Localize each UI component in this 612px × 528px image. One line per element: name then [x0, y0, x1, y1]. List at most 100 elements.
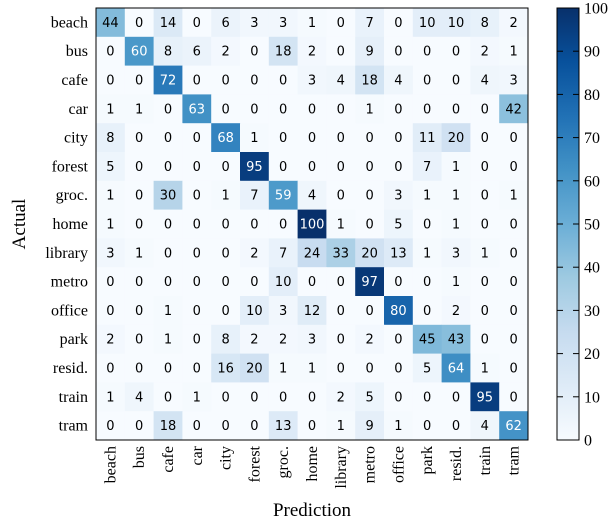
x-tick-labels: beach bus cafe car city forest groc. home librar… — [102, 445, 522, 488]
heatmap-cell — [384, 123, 414, 153]
cell-value-label: 0 — [337, 160, 345, 175]
cell-value-label: 60 — [131, 45, 148, 60]
heatmap-cell — [499, 180, 529, 210]
heatmap-cell — [124, 180, 154, 210]
cell-value-label: 1 — [164, 304, 172, 319]
cell-value-label: 30 — [160, 189, 177, 204]
cell-value-label: 3 — [509, 74, 517, 89]
heatmap-cell — [153, 411, 183, 441]
y-axis-label: Actual — [9, 199, 30, 250]
cell-value-label: 0 — [279, 74, 287, 89]
heatmap-cell — [441, 238, 471, 268]
heatmap-cell — [268, 8, 298, 38]
heatmap-cell — [412, 324, 442, 354]
cell-value-label: 0 — [308, 102, 316, 117]
cell-value-label: 3 — [279, 304, 287, 319]
heatmap-cell — [355, 152, 385, 182]
cell-value-label: 0 — [423, 45, 431, 60]
heatmap-cell — [297, 180, 327, 210]
cell-value-label: 0 — [423, 218, 431, 233]
heatmap-cell — [297, 94, 327, 124]
cell-value-label: 0 — [452, 419, 460, 434]
cell-value-label: 0 — [221, 304, 229, 319]
cell-value-label: 0 — [193, 160, 201, 175]
cell-value-label: 1 — [452, 218, 460, 233]
heatmap-cell — [297, 152, 327, 182]
cell-value-label: 0 — [250, 275, 258, 290]
heatmap-cell — [470, 123, 500, 153]
heatmap-cell — [499, 209, 529, 239]
colorbar-tick-label: 20 — [584, 346, 600, 363]
x-tick-label: metro — [362, 446, 379, 483]
heatmap-cell — [499, 353, 529, 383]
heatmap-cell — [355, 94, 385, 124]
cell-value-label: 0 — [135, 74, 143, 89]
heatmap-cell — [182, 267, 212, 297]
heatmap-cell — [297, 8, 327, 38]
heatmap-cell — [326, 324, 356, 354]
cell-value-label: 0 — [106, 275, 114, 290]
heatmap-cell — [96, 209, 126, 239]
cell-value-label: 0 — [193, 16, 201, 31]
heatmap-cell — [499, 123, 529, 153]
cell-value-label: 1 — [250, 131, 258, 146]
cell-value-label: 8 — [106, 131, 114, 146]
cell-value-label: 0 — [106, 362, 114, 377]
heatmap-cell — [211, 36, 241, 66]
heatmap-cell — [153, 382, 183, 412]
x-tick-label: beach — [102, 446, 119, 483]
cell-value-label: 2 — [481, 45, 489, 60]
heatmap-cell — [124, 267, 154, 297]
y-tick-label: park — [60, 331, 88, 348]
heatmap-cell — [297, 36, 327, 66]
cell-value-label: 0 — [164, 275, 172, 290]
heatmap-cell — [384, 267, 414, 297]
cell-value-label: 1 — [308, 362, 316, 377]
heatmap-cell — [355, 180, 385, 210]
heatmap-cell — [297, 324, 327, 354]
cell-value-label: 0 — [394, 160, 402, 175]
cell-value-label: 2 — [106, 333, 114, 348]
heatmap-cell — [268, 180, 298, 210]
cell-value-label: 4 — [481, 74, 489, 89]
cell-value-label: 1 — [135, 102, 143, 117]
heatmap-cell — [240, 382, 270, 412]
x-tick-label: car — [189, 445, 206, 465]
colorbar-tick-label: 50 — [584, 217, 600, 234]
cell-value-label: 5 — [423, 362, 431, 377]
cell-value-label: 59 — [275, 189, 292, 204]
heatmap-cell — [355, 8, 385, 38]
heatmap-cell — [240, 411, 270, 441]
heatmap-cell — [211, 238, 241, 268]
cell-value-label: 0 — [394, 390, 402, 405]
heatmap-cell — [384, 238, 414, 268]
cell-value-label: 2 — [221, 45, 229, 60]
heatmap-cell — [153, 180, 183, 210]
cell-value-label: 80 — [390, 304, 407, 319]
cell-value-label: 3 — [394, 189, 402, 204]
cell-value-label: 0 — [452, 102, 460, 117]
heatmap-cell — [470, 353, 500, 383]
cell-value-label: 1 — [106, 218, 114, 233]
cell-value-label: 0 — [279, 102, 287, 117]
heatmap-cell — [124, 36, 154, 66]
heatmap-cell — [499, 8, 529, 38]
cell-value-label: 0 — [193, 218, 201, 233]
cell-value-label: 1 — [481, 246, 489, 261]
x-tick-label: library — [333, 446, 350, 489]
heatmap-cell — [211, 8, 241, 38]
cell-value-label: 68 — [217, 131, 234, 146]
cell-value-label: 0 — [452, 390, 460, 405]
heatmap-cell — [384, 152, 414, 182]
heatmap-cell — [182, 324, 212, 354]
cell-value-label: 10 — [448, 16, 465, 31]
cell-value-label: 0 — [250, 102, 258, 117]
y-tick-label: groc. — [56, 187, 88, 204]
cell-value-label: 0 — [394, 275, 402, 290]
cell-value-label: 100 — [300, 218, 325, 233]
heatmap-cell — [124, 8, 154, 38]
cell-value-label: 0 — [337, 131, 345, 146]
cell-value-label: 0 — [365, 218, 373, 233]
